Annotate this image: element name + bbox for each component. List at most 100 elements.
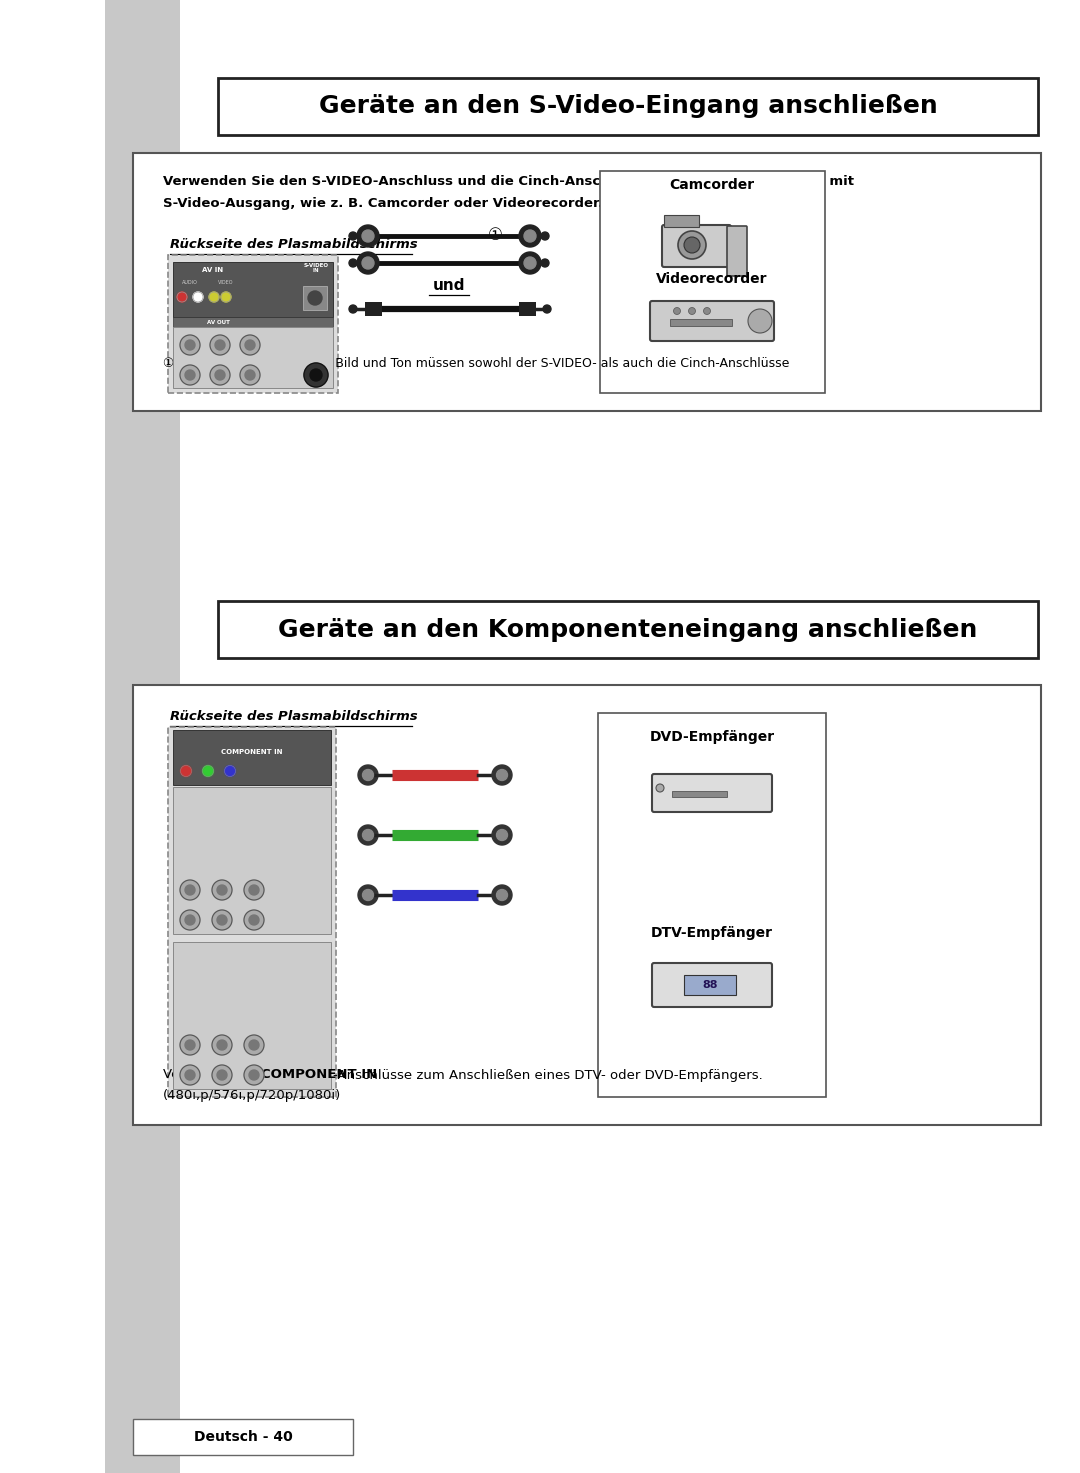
- Text: AV IN: AV IN: [202, 267, 224, 273]
- Circle shape: [180, 1036, 200, 1055]
- Text: S-VIDEO
IN: S-VIDEO IN: [303, 262, 328, 273]
- Bar: [173, 327, 333, 387]
- Circle shape: [363, 890, 374, 900]
- Text: Verwenden Sie den S-VIDEO-Anschluss und die Cinch-Anschlüsse (AUDIO-L/R) für Ger: Verwenden Sie den S-VIDEO-Anschluss und …: [163, 174, 854, 187]
- Bar: [133, 685, 1041, 1125]
- Bar: [519, 302, 536, 317]
- Circle shape: [748, 309, 772, 333]
- Bar: [133, 153, 1041, 411]
- Circle shape: [249, 915, 259, 925]
- Bar: [218, 78, 1038, 136]
- Text: ①: ①: [487, 225, 502, 245]
- FancyBboxPatch shape: [650, 300, 774, 342]
- Circle shape: [217, 915, 227, 925]
- Circle shape: [244, 1036, 264, 1055]
- Circle shape: [492, 885, 512, 904]
- Text: Camcorder: Camcorder: [670, 178, 755, 191]
- FancyBboxPatch shape: [662, 225, 731, 267]
- Circle shape: [357, 225, 379, 247]
- Text: S-Video-Ausgang, wie z. B. Camcorder oder Videorecorder.: S-Video-Ausgang, wie z. B. Camcorder ode…: [163, 196, 603, 209]
- Text: AV OUT: AV OUT: [206, 320, 229, 324]
- Circle shape: [689, 308, 696, 315]
- Circle shape: [217, 1069, 227, 1080]
- Bar: [672, 791, 727, 797]
- Text: Rückseite des Plasmabildschirms: Rückseite des Plasmabildschirms: [170, 239, 418, 252]
- Circle shape: [244, 1065, 264, 1086]
- Text: AUDIO: AUDIO: [183, 280, 198, 284]
- Bar: [218, 601, 1038, 658]
- Circle shape: [225, 766, 235, 776]
- Circle shape: [177, 292, 187, 302]
- Circle shape: [180, 365, 200, 384]
- Circle shape: [221, 292, 231, 302]
- Circle shape: [656, 784, 664, 792]
- Text: 88: 88: [702, 980, 718, 990]
- Bar: [684, 975, 735, 994]
- Bar: [168, 255, 338, 393]
- Circle shape: [210, 334, 230, 355]
- Circle shape: [212, 1065, 232, 1086]
- Bar: [173, 787, 330, 934]
- Bar: [173, 731, 330, 785]
- Circle shape: [524, 256, 536, 270]
- Bar: [303, 286, 327, 309]
- Circle shape: [303, 362, 328, 387]
- Circle shape: [249, 1040, 259, 1050]
- Circle shape: [703, 308, 711, 315]
- Circle shape: [240, 365, 260, 384]
- Circle shape: [541, 233, 549, 240]
- Circle shape: [543, 305, 551, 312]
- FancyBboxPatch shape: [727, 225, 747, 275]
- Circle shape: [215, 340, 225, 351]
- Circle shape: [185, 340, 195, 351]
- Circle shape: [210, 365, 230, 384]
- Circle shape: [249, 1069, 259, 1080]
- Bar: [173, 317, 333, 327]
- Circle shape: [244, 910, 264, 929]
- Text: ①  Für die Wiedergabe von Bild und Ton müssen sowohl der S-VIDEO- als auch die C: ① Für die Wiedergabe von Bild und Ton mü…: [163, 358, 789, 371]
- Circle shape: [240, 334, 260, 355]
- Text: DTV-Empfänger: DTV-Empfänger: [651, 927, 773, 940]
- Text: Rückseite des Plasmabildschirms: Rückseite des Plasmabildschirms: [170, 710, 418, 723]
- Text: Videorecorder: Videorecorder: [657, 273, 768, 286]
- Circle shape: [524, 230, 536, 242]
- FancyBboxPatch shape: [652, 963, 772, 1008]
- Circle shape: [357, 252, 379, 274]
- Circle shape: [357, 885, 378, 904]
- Circle shape: [245, 340, 255, 351]
- Circle shape: [349, 305, 357, 312]
- Circle shape: [212, 1036, 232, 1055]
- Circle shape: [349, 259, 357, 267]
- Circle shape: [180, 910, 200, 929]
- Circle shape: [497, 890, 508, 900]
- Circle shape: [492, 825, 512, 846]
- Text: Geräte an den S-Video-Eingang anschließen: Geräte an den S-Video-Eingang anschließe…: [319, 94, 937, 118]
- Circle shape: [185, 1069, 195, 1080]
- Text: und: und: [433, 277, 465, 293]
- Circle shape: [362, 230, 374, 242]
- Circle shape: [203, 766, 214, 776]
- Circle shape: [249, 885, 259, 896]
- Circle shape: [678, 231, 706, 259]
- FancyBboxPatch shape: [664, 215, 699, 227]
- Circle shape: [674, 308, 680, 315]
- Circle shape: [193, 292, 203, 302]
- Circle shape: [244, 879, 264, 900]
- Text: COMPONENT IN: COMPONENT IN: [260, 1068, 377, 1081]
- Circle shape: [210, 292, 219, 302]
- Circle shape: [185, 1040, 195, 1050]
- Circle shape: [349, 233, 357, 240]
- Circle shape: [212, 879, 232, 900]
- FancyBboxPatch shape: [652, 773, 772, 812]
- Circle shape: [217, 885, 227, 896]
- Bar: [105, 0, 180, 1473]
- Text: COMPONENT IN: COMPONENT IN: [221, 748, 283, 756]
- Circle shape: [684, 237, 700, 253]
- Circle shape: [185, 370, 195, 380]
- Bar: [173, 943, 330, 1089]
- Circle shape: [497, 829, 508, 841]
- Bar: [168, 728, 336, 1097]
- Circle shape: [541, 259, 549, 267]
- Circle shape: [180, 879, 200, 900]
- Circle shape: [362, 256, 374, 270]
